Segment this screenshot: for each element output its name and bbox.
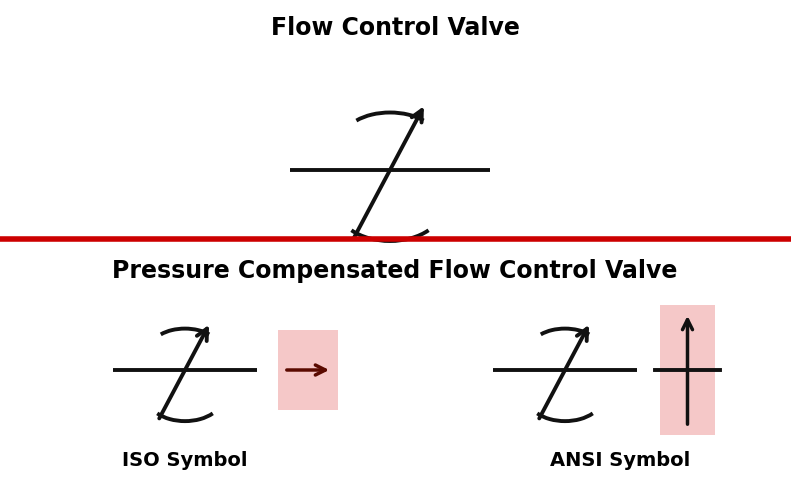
Text: Flow Control Valve: Flow Control Valve — [271, 16, 520, 40]
FancyBboxPatch shape — [660, 305, 715, 435]
FancyBboxPatch shape — [278, 330, 338, 410]
Text: ANSI Symbol: ANSI Symbol — [550, 451, 690, 469]
Text: ISO Symbol: ISO Symbol — [123, 451, 248, 469]
Text: Pressure Compensated Flow Control Valve: Pressure Compensated Flow Control Valve — [112, 259, 678, 283]
